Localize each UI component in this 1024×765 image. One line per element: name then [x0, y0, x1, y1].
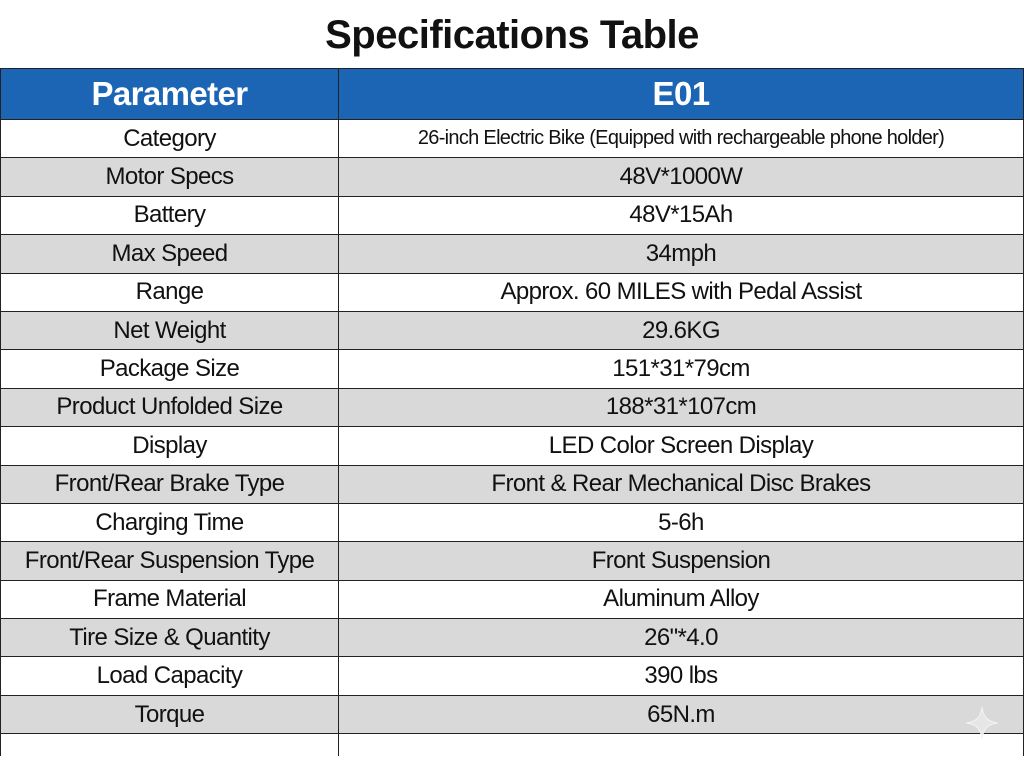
- spec-row: Net Weight 29.6KG: [0, 310, 1024, 351]
- page-title: Specifications Table: [325, 13, 699, 57]
- value-cell: 29.6KG: [338, 310, 1024, 351]
- value-cell: 26-inch Electric Bike (Equipped with rec…: [338, 118, 1024, 159]
- parameter-cell: Front/Rear Suspension Type: [0, 541, 339, 581]
- header-cell: E01: [338, 68, 1024, 120]
- value-cell: 151*31*79cm: [338, 349, 1024, 389]
- parameter-cell: Charging Time: [0, 502, 339, 543]
- value-cell: LED Color Screen Display: [338, 426, 1024, 466]
- spec-row: Tire Size & Quantity 26"*4.0: [0, 618, 1024, 658]
- spec-row: Product Unfolded Size 188*31*107cm: [0, 387, 1024, 428]
- header-cell: Parameter: [0, 68, 339, 120]
- value-cell: 5-6h: [338, 502, 1024, 543]
- spec-row: Torque 65N.m: [0, 694, 1024, 735]
- spec-row: Display LED Color Screen Display: [0, 426, 1024, 466]
- parameter-cell: Tire Size & Quantity: [0, 618, 339, 658]
- parameter-cell: Frame Material: [0, 579, 339, 620]
- parameter-cell: Net Weight: [0, 310, 339, 351]
- table-body: Category 26-inch Electric Bike (Equipped …: [0, 118, 1024, 757]
- value-cell: 48V*1000W: [338, 157, 1024, 197]
- spec-table: Parameter E01 Category 26-inch Electric B…: [0, 68, 1024, 757]
- blank-row: [0, 733, 1024, 757]
- spec-row: Max Speed 34mph: [0, 234, 1024, 274]
- value-cell: 48V*15Ah: [338, 195, 1024, 236]
- watermark-star: [965, 706, 999, 740]
- parameter-cell: Motor Specs: [0, 157, 339, 197]
- spec-row: Package Size 151*31*79cm: [0, 349, 1024, 389]
- parameter-cell: Battery: [0, 195, 339, 236]
- blank-cell: [0, 733, 339, 757]
- parameter-cell: Torque: [0, 694, 339, 735]
- value-cell: Approx. 60 MILES with Pedal Assist: [338, 272, 1024, 312]
- spec-row: Range Approx. 60 MILES with Pedal Assist: [0, 272, 1024, 312]
- value-cell: 26"*4.0: [338, 618, 1024, 658]
- spec-row: Battery 48V*15Ah: [0, 195, 1024, 236]
- value-cell: 390 lbs: [338, 656, 1024, 696]
- spec-row: Front/Rear Suspension Type Front Suspensi…: [0, 541, 1024, 581]
- value-cell: Front & Rear Mechanical Disc Brakes: [338, 464, 1024, 504]
- value-cell: 65N.m: [338, 694, 1024, 735]
- parameter-cell: Range: [0, 272, 339, 312]
- value-cell: 188*31*107cm: [338, 387, 1024, 428]
- blank-cell: [338, 733, 1024, 757]
- value-cell: 34mph: [338, 234, 1024, 274]
- parameter-cell: Product Unfolded Size: [0, 387, 339, 428]
- parameter-cell: Load Capacity: [0, 656, 339, 696]
- parameter-cell: Display: [0, 426, 339, 466]
- parameter-cell: Max Speed: [0, 234, 339, 274]
- spec-row: Load Capacity 390 lbs: [0, 656, 1024, 696]
- parameter-cell: Front/Rear Brake Type: [0, 464, 339, 504]
- spec-row: Charging Time 5-6h: [0, 502, 1024, 543]
- spec-row: Front/Rear Brake Type Front & Rear Mechan…: [0, 464, 1024, 504]
- header-row: Parameter E01: [0, 68, 1024, 120]
- parameter-cell: Category: [0, 118, 339, 159]
- spec-row: Frame Material Aluminum Alloy: [0, 579, 1024, 620]
- value-cell: Front Suspension: [338, 541, 1024, 581]
- parameter-cell: Package Size: [0, 349, 339, 389]
- value-cell: Aluminum Alloy: [338, 579, 1024, 620]
- spec-row: Motor Specs 48V*1000W: [0, 157, 1024, 197]
- spec-row: Category 26-inch Electric Bike (Equipped …: [0, 118, 1024, 159]
